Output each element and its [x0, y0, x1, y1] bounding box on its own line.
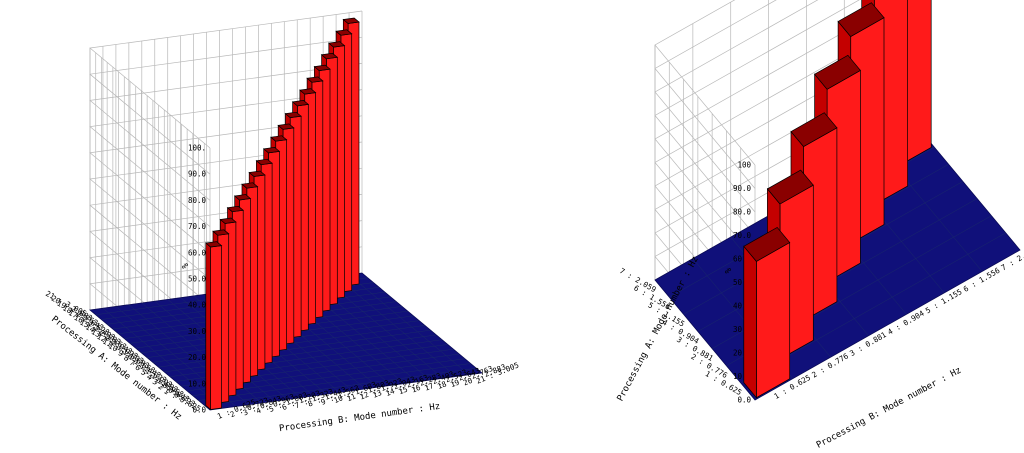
- bar-top: [320, 52, 339, 60]
- bar-top: [204, 241, 223, 248]
- bars: [743, 0, 932, 399]
- floor-gridline: [198, 363, 471, 401]
- floor-gridline: [204, 367, 477, 406]
- bar-top: [837, 2, 885, 38]
- bar-top: [743, 226, 791, 262]
- z-tick-label: 40.0: [188, 301, 207, 310]
- z-tick-label: 20.0: [188, 353, 207, 362]
- bar-top: [313, 64, 331, 71]
- mac-chart-left: 0.0 10.0 20.0 30.0 40.0 50.0 60.0 70.0 80.0 90.0 1…: [44, 10, 520, 434]
- z-tick-label: 70.0: [733, 231, 752, 240]
- bar-top: [248, 170, 266, 177]
- z-tick-label: 0.0: [737, 396, 751, 405]
- z-tick-label: 60.0: [188, 248, 207, 257]
- bar-top: [226, 205, 245, 213]
- z-axis-label: %: [724, 267, 734, 273]
- z-tick-label: 10.0: [733, 372, 752, 381]
- z-tick-label: 30.0: [188, 327, 207, 336]
- z-tick-label: 80.0: [188, 196, 207, 205]
- mac-chart-right: 0.0 10.0 20.0 30.0 40.0 50.0 60.0 70.0 80.0 90.0 1…: [616, 0, 1024, 451]
- bar-top: [233, 194, 252, 201]
- bar-top: [255, 158, 273, 166]
- z-tick-label: 40.0: [733, 302, 752, 311]
- bar-top: [335, 29, 353, 36]
- bar-top: [219, 217, 237, 224]
- z-tick-label: 90.0: [733, 184, 752, 193]
- bar-side: [743, 245, 757, 399]
- bar-face: [210, 245, 222, 410]
- z-tick-label: 90.0: [188, 170, 207, 179]
- z-tick-label: 0.0: [192, 406, 206, 415]
- floor-gridline: [335, 276, 457, 377]
- bar-top: [291, 100, 310, 107]
- floor-gridline: [102, 308, 224, 409]
- z-tick-label: 100: [737, 161, 751, 170]
- diagonal-bar: [743, 226, 791, 399]
- bar-top: [306, 76, 324, 83]
- z-tick-label: 30.0: [733, 325, 752, 334]
- z-tick-labels: 0.0 10.0 20.0 30.0 40.0 50.0 60.0 70.0 80.0 90.0 1…: [188, 144, 207, 415]
- z-axis-label: %: [181, 263, 191, 269]
- bar-top: [766, 169, 814, 205]
- bar-top: [241, 182, 259, 189]
- bar-top: [814, 54, 861, 90]
- bar-top: [270, 135, 288, 142]
- z-tick-label: 50.0: [188, 275, 207, 284]
- floor-gridline: [158, 329, 431, 368]
- bar-top: [342, 17, 360, 24]
- z-tick-label: 20.0: [733, 349, 752, 358]
- floor-gridline: [192, 358, 465, 396]
- bar-top: [277, 123, 295, 130]
- z-tick-label: 50.0: [733, 278, 752, 287]
- bars: [204, 17, 360, 411]
- bar-face: [756, 241, 791, 399]
- bar-top: [790, 112, 838, 148]
- floor-gridline: [152, 325, 425, 363]
- z-tick-label: 80.0: [733, 208, 752, 217]
- bar-top: [284, 111, 302, 118]
- z-tick-label: 10.0: [188, 379, 207, 388]
- bar-top: [262, 147, 281, 154]
- floor-gridline: [348, 274, 470, 375]
- bar-side: [205, 242, 211, 411]
- bar-top: [327, 41, 346, 48]
- bar-top: [212, 229, 230, 236]
- z-tick-label: 100.: [188, 144, 206, 153]
- z-tick-label: 60.0: [733, 255, 752, 264]
- diagonal-bar: [204, 241, 223, 411]
- x-axis-label: Processing B: Mode number : Hz: [815, 366, 963, 451]
- bar-top: [299, 88, 317, 95]
- z-tick-label: 70.0: [188, 222, 207, 231]
- z-tick-labels: 0.0 10.0 20.0 30.0 40.0 50.0 60.0 70.0 80.0 90.0 1…: [733, 161, 752, 405]
